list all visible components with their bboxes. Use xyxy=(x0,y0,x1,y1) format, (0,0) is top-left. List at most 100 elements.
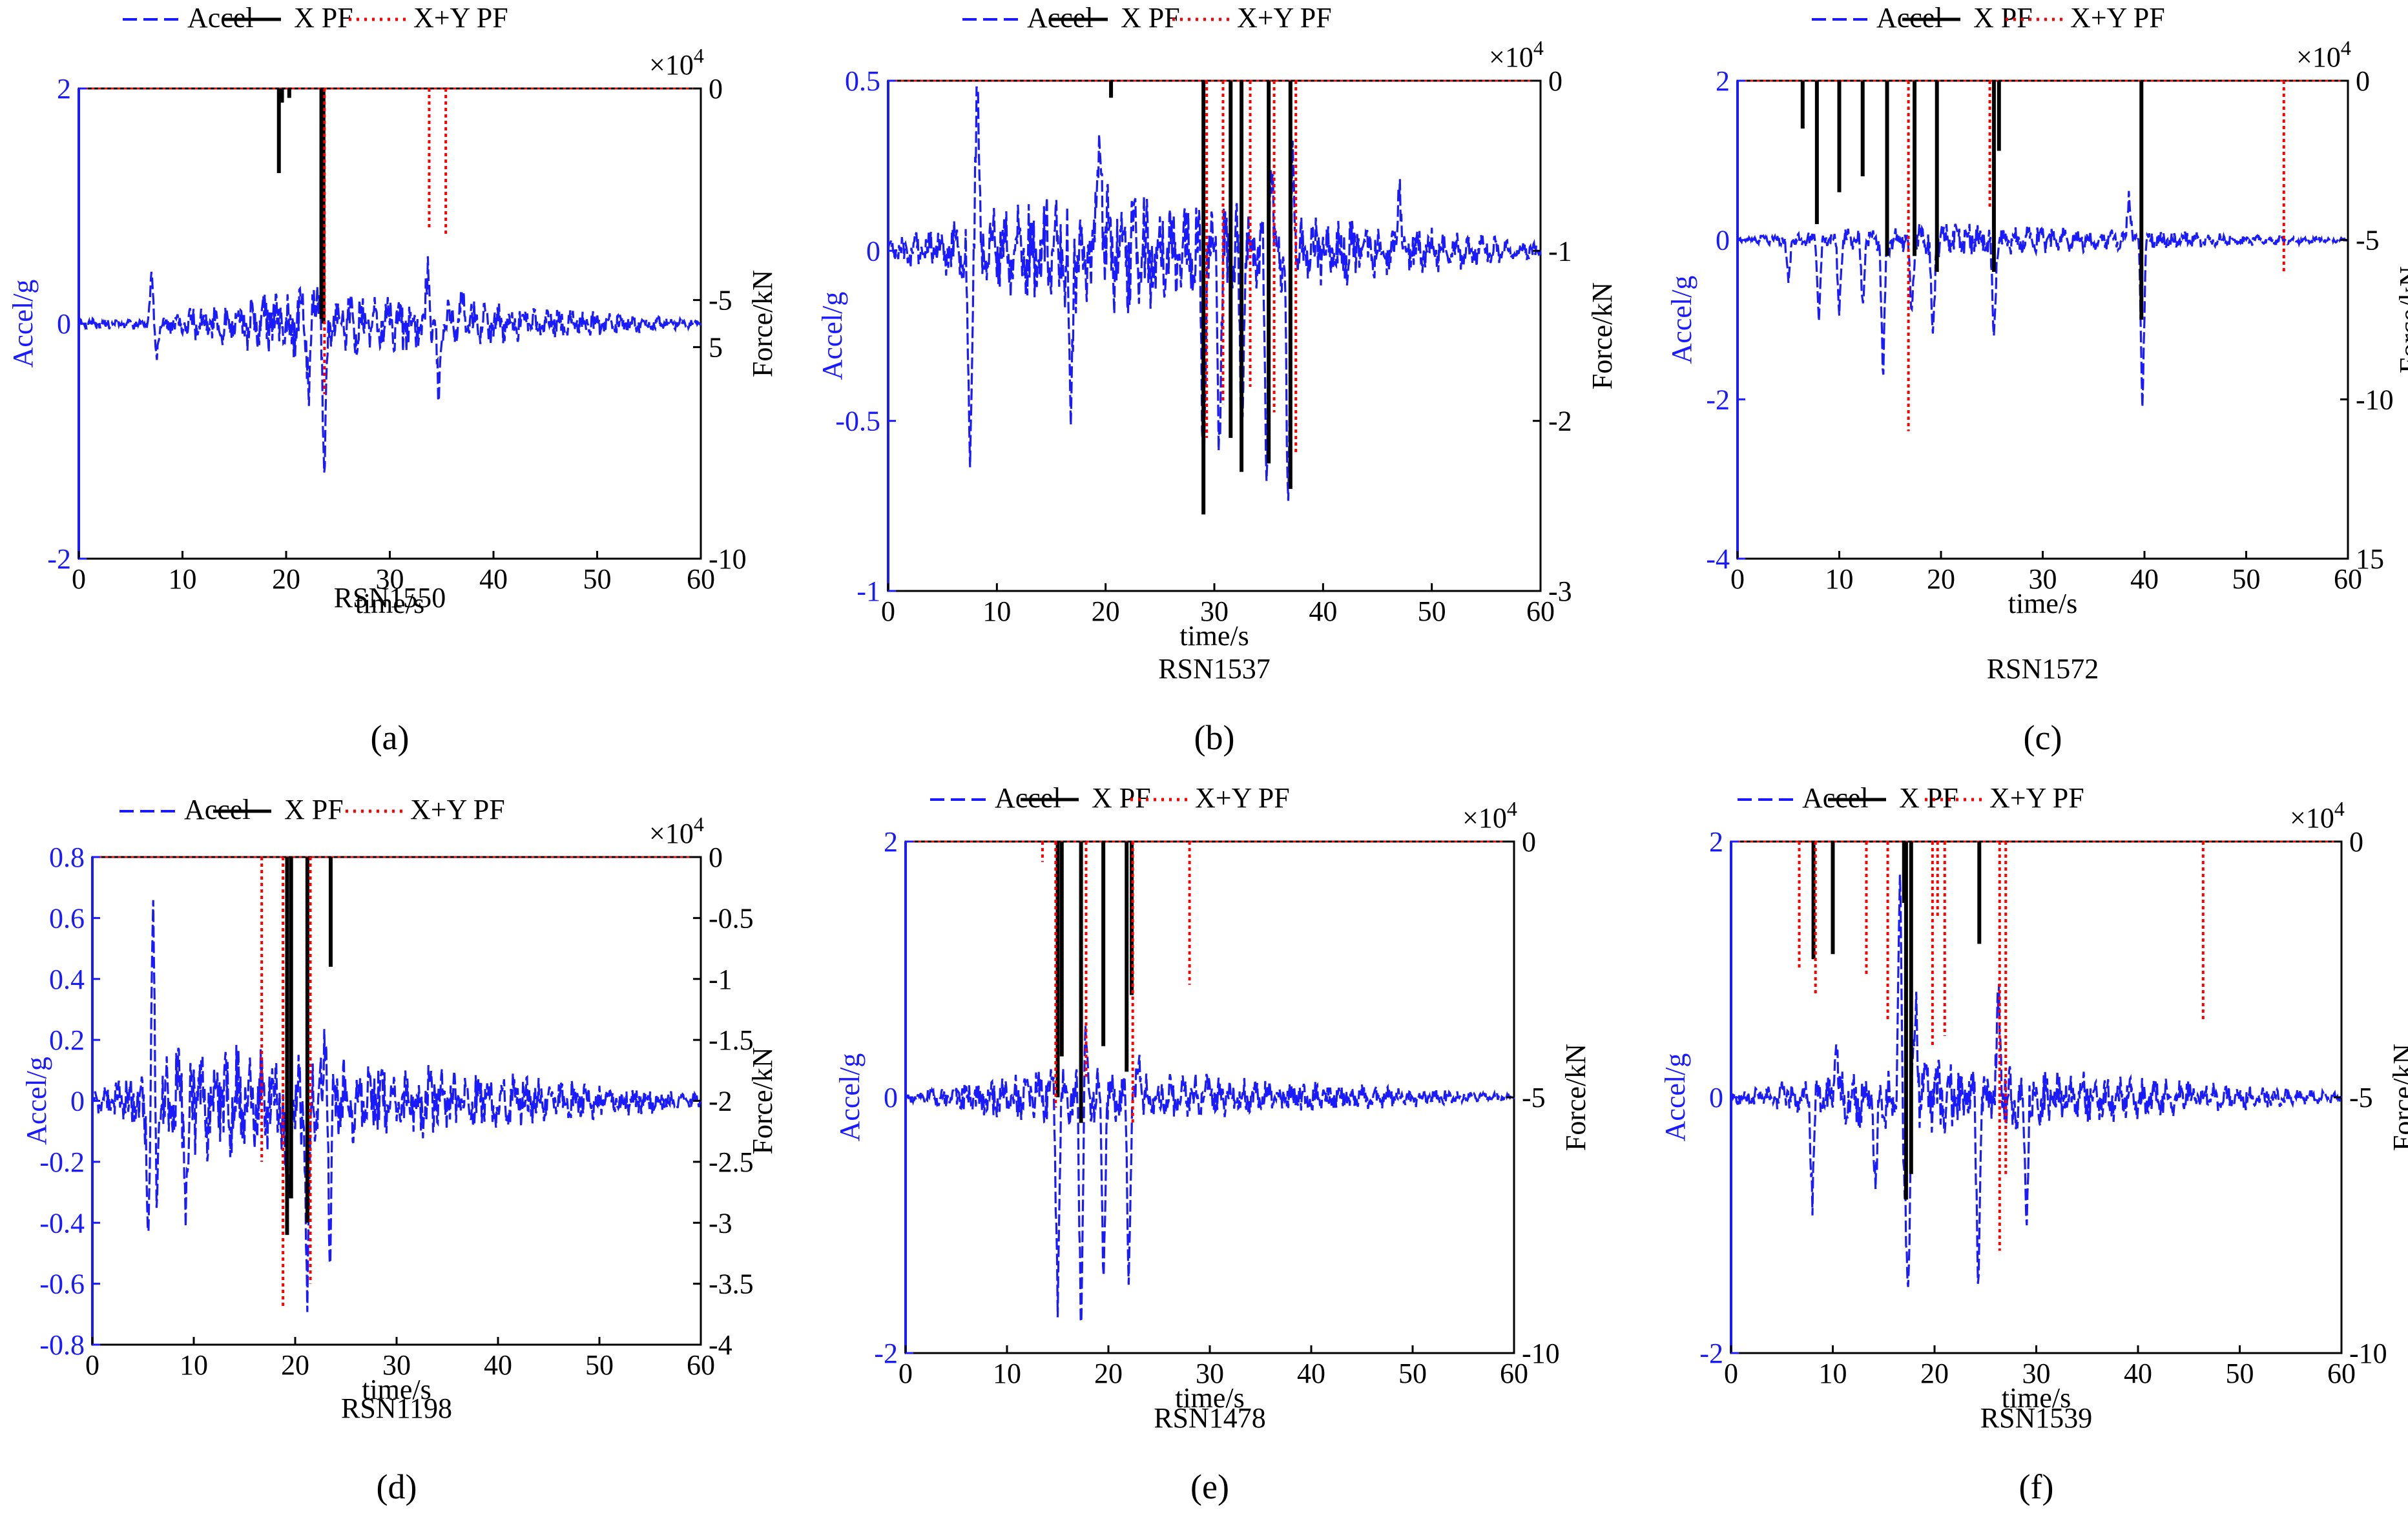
record-name: RSN1198 xyxy=(341,1392,452,1424)
x-tick-label: 50 xyxy=(2232,563,2261,595)
panel-label: (d) xyxy=(377,1467,417,1506)
legend: Accel X PF X+Y PF xyxy=(119,794,505,825)
legend: Accel X PF X+Y PF xyxy=(962,2,1332,34)
y-right-tick-label: -2 xyxy=(1548,406,1572,437)
y-right-tick-label: -1 xyxy=(1548,235,1572,267)
y-right-axis-label: Force/kN xyxy=(2394,266,2408,373)
force-multiplier: ×104 xyxy=(649,812,704,849)
y-right-tick-label: -2.5 xyxy=(709,1146,754,1178)
legend: Accel X PF X+Y PF xyxy=(123,2,508,34)
y-left-axis-label: Accel/g xyxy=(21,1057,52,1145)
y-left-tick-label: 0 xyxy=(57,308,71,340)
y-right-axis-label: Force/kN xyxy=(1586,282,1618,389)
y-left-tick-label: 2 xyxy=(1709,826,1723,858)
y-left-axis-label: Accel/g xyxy=(1666,276,1697,364)
chart-panel-d: 0 10 20 30 40 50 60 -0.8 -0.6 -0.4 -0.2 0 0.2 0.4 0.6 0… xyxy=(21,794,778,1506)
y-left-axis-label: Accel/g xyxy=(816,292,848,380)
panel-label: (e) xyxy=(1190,1467,1229,1506)
x-tick-label: 50 xyxy=(583,563,612,595)
legend-xy-pf-label: X+Y PF xyxy=(2070,2,2165,34)
x-tick-label: 60 xyxy=(687,1349,715,1381)
force-multiplier: ×104 xyxy=(1489,36,1544,73)
y-left-tick-label: -0.8 xyxy=(39,1329,85,1361)
y-left-tick-label: 0.2 xyxy=(49,1024,85,1056)
y-left-tick-label: 2 xyxy=(1716,65,1730,97)
legend-x-pf-label: X PF xyxy=(284,794,344,825)
legend-xy-pf-label: X+Y PF xyxy=(1195,782,1290,814)
y-right-axis-label: Force/kN xyxy=(747,1047,778,1154)
legend: Accel X PF X+Y PF xyxy=(930,782,1290,814)
x-tick-label: 10 xyxy=(1819,1358,1847,1389)
panel-label: (f) xyxy=(2019,1467,2054,1506)
legend-xy-pf-label: X+Y PF xyxy=(1237,2,1332,34)
y-right-tick-label: -1.5 xyxy=(709,1024,754,1056)
x-axis-label: time/s xyxy=(2008,588,2078,619)
y-right-tick-label: 0 xyxy=(1548,65,1562,97)
y-left-tick-label: -0.4 xyxy=(39,1207,85,1239)
y-right-tick-label: -3 xyxy=(1548,575,1572,607)
y-right-tick-label: -4 xyxy=(709,1329,732,1361)
x-tick-label: 60 xyxy=(2327,1358,2356,1389)
force-multiplier: ×104 xyxy=(2290,797,2345,834)
y-left-tick-label: 0 xyxy=(70,1086,85,1117)
accel-series-line xyxy=(1730,874,2343,1287)
x-tick-label: 50 xyxy=(1398,1358,1427,1389)
panel-label: (c) xyxy=(2024,718,2062,757)
y-left-tick-label: -2 xyxy=(874,1338,898,1369)
y-left-axis-label: Accel/g xyxy=(834,1053,866,1142)
accel-series-line xyxy=(904,1025,1515,1323)
y-left-tick-label: -4 xyxy=(1706,543,1730,575)
y-left-tick-label: -1 xyxy=(856,575,880,607)
legend-xy-pf-label: X+Y PF xyxy=(1989,782,2084,814)
chart-panel-c: 0 10 20 30 40 50 60-4-202 0-5-1015×104time/sAcc… xyxy=(1666,2,2408,757)
x-axis-label: time/s xyxy=(362,1374,431,1405)
y-right-tick-label: -10 xyxy=(2349,1338,2387,1369)
y-right-tick-label: 0 xyxy=(709,842,723,873)
record-name: RSN1550 xyxy=(334,582,446,614)
chart-panel-f: 0 10 20 30 40 50 60-202 0-5-10×104time/sAccel/g… xyxy=(1659,782,2408,1506)
x-axis-label: time/s xyxy=(1179,620,1249,652)
y-right-tick-label: -5 xyxy=(2356,225,2380,256)
x-tick-label: 20 xyxy=(281,1349,309,1381)
y-right-tick-label: -10 xyxy=(709,543,747,575)
y-left-axis-label: Accel/g xyxy=(7,280,39,368)
y-right-tick-label: -10 xyxy=(1522,1338,1560,1369)
accel-series-line xyxy=(887,86,1542,501)
x-tick-label: 60 xyxy=(687,563,715,595)
x-tick-label: 10 xyxy=(993,1358,1021,1389)
x-tick-label: 0 xyxy=(898,1358,913,1389)
y-left-tick-label: 0 xyxy=(866,235,880,267)
y-left-tick-label: -0.5 xyxy=(835,406,880,437)
legend: Accel X PF X+Y PF xyxy=(1812,2,2165,34)
y-right-axis-label: Force/kN xyxy=(1560,1044,1592,1151)
x-tick-label: 0 xyxy=(72,563,86,595)
plot-frame xyxy=(1736,79,2349,560)
x-axis-label: time/s xyxy=(355,588,425,619)
x-tick-label: 20 xyxy=(1094,1358,1123,1389)
x-tick-label: 50 xyxy=(585,1349,614,1381)
accel-series-line xyxy=(78,256,702,473)
y-left-tick-label: 0.8 xyxy=(49,842,85,873)
record-name: RSN1539 xyxy=(1980,1402,2093,1434)
x-tick-label: 30 xyxy=(2029,563,2057,595)
y-right-tick-label: -0.5 xyxy=(709,902,754,934)
y-right-tick-label: -5 xyxy=(2349,1082,2373,1113)
legend: Accel X PF X+Y PF xyxy=(1738,782,2084,814)
x-tick-label: 40 xyxy=(2124,1358,2152,1389)
legend-xy-pf-label: X+Y PF xyxy=(413,2,508,34)
x-tick-label: 20 xyxy=(1927,563,1955,595)
y-right-tick-label: -1 xyxy=(709,964,732,995)
x-tick-label: 40 xyxy=(484,1349,512,1381)
y-left-tick-label: -0.6 xyxy=(39,1268,85,1300)
chart-panel-e: 0 10 20 30 40 50 60-202 0-5-10×104time/sAccel/g… xyxy=(834,782,1592,1506)
accel-series-line xyxy=(91,900,702,1312)
force-multiplier: ×104 xyxy=(1462,797,1517,834)
x-tick-label: 30 xyxy=(2022,1358,2051,1389)
y-right-tick-label: -5 xyxy=(709,285,732,316)
y-left-tick-label: -2 xyxy=(47,543,71,575)
y-left-tick-label: -2 xyxy=(1706,384,1730,415)
y-right-tick-label: -5 xyxy=(1522,1082,1546,1113)
y-right-axis-label: Force/kN xyxy=(747,270,778,377)
x-tick-label: 0 xyxy=(85,1349,99,1381)
x-tick-label: 50 xyxy=(1418,595,1446,627)
